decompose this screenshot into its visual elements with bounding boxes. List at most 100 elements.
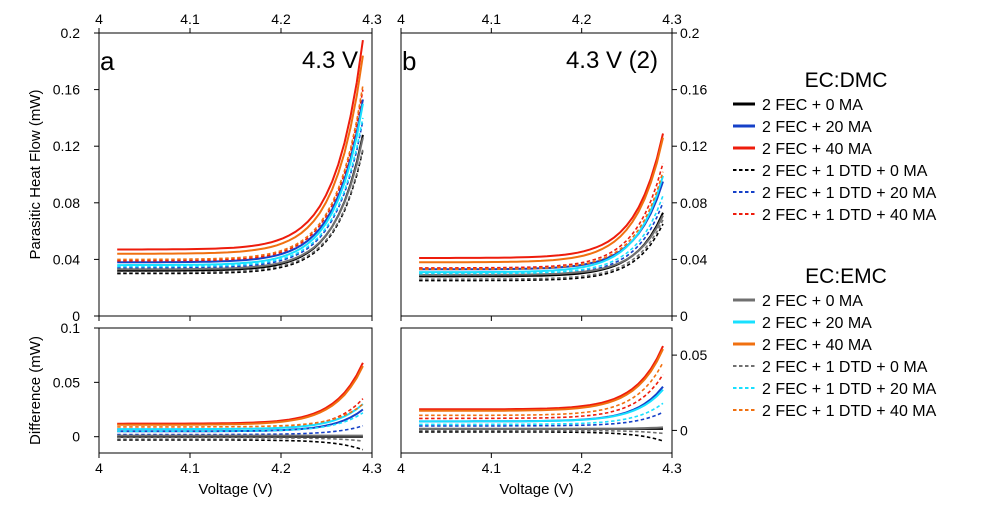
panel-title: 4.3 V (2) <box>566 47 658 74</box>
panel-a-bottom: 4 4.1 4.2 4.3 0 0.05 0.1 Difference (mW) <box>27 320 382 476</box>
series-group <box>117 362 364 451</box>
x-tick-label: 4.3 <box>362 460 382 476</box>
x-tick-label-top: 4.2 <box>271 11 291 27</box>
plot-frame <box>98 327 373 454</box>
y-axis-label-difference: Difference (mW) <box>27 336 44 445</box>
x-tick-label: 4.3 <box>662 460 682 476</box>
y-tick-label: 0.04 <box>53 251 80 267</box>
y-tick-label: 0.08 <box>53 195 80 211</box>
legend-title: EC:DMC <box>805 69 888 92</box>
x-tick-label: 4 <box>95 460 103 476</box>
x-axis-label: Voltage (V) <box>198 481 272 498</box>
series-line-9 <box>419 137 664 264</box>
legend-title: EC:EMC <box>805 265 887 288</box>
series-line-11 <box>117 412 364 433</box>
x-tick-label: 4.1 <box>180 460 200 476</box>
series-line-3 <box>117 362 364 425</box>
legend: EC:DMC 2 FEC + 0 MA 2 FEC + 20 MA 2 FEC + 4… <box>733 69 937 420</box>
legend-label: 2 FEC + 20 MA <box>762 315 872 332</box>
series-line-8 <box>419 175 664 274</box>
y-tick-label: 0.12 <box>53 138 80 154</box>
x-tick-label: 4.1 <box>482 460 502 476</box>
series-line-10 <box>419 219 664 280</box>
x-tick-label: 4.2 <box>572 460 592 476</box>
panel-a-top: 4 4.1 4.2 4.3 0 0.04 0.08 0.12 0.16 0.2 Parasitic … <box>27 11 382 324</box>
panel-b-top: 4 4.1 4.2 4.3 0 0.04 0.08 0.12 0.16 0.2 <box>397 11 707 324</box>
series-line-4 <box>117 150 364 275</box>
legend-label: 2 FEC + 1 DTD + 40 MA <box>762 403 937 420</box>
series-line-3 <box>117 39 364 251</box>
series-line-5 <box>117 120 364 269</box>
series-line-2 <box>117 99 364 264</box>
series-group <box>117 39 364 275</box>
plot-frame <box>98 32 373 317</box>
series-line-9 <box>117 365 364 426</box>
x-tick-label-top: 4.2 <box>572 11 592 27</box>
y-tick-label: 0.08 <box>680 195 707 211</box>
x-tick-label-top: 4.3 <box>662 11 682 27</box>
y-tick-label: 0.05 <box>53 374 80 390</box>
plot-frame <box>400 327 673 454</box>
series-line-12 <box>419 362 664 417</box>
x-tick-label-top: 4 <box>397 11 405 27</box>
series-line-11 <box>117 117 364 268</box>
legend-group-2: EC:EMC 2 FEC + 0 MA 2 FEC + 20 MA 2 FEC + 4… <box>733 265 937 420</box>
series-line-8 <box>117 403 364 431</box>
series-line-5 <box>419 202 664 276</box>
series-line-12 <box>117 85 364 261</box>
y-tick-label: 0.2 <box>61 25 81 41</box>
y-tick-label: 0 <box>680 308 688 324</box>
series-line-4 <box>419 223 664 282</box>
y-axis-label: Parasitic Heat Flow (mW) <box>27 89 44 259</box>
legend-label: 2 FEC + 1 DTD + 0 MA <box>762 163 928 180</box>
series-line-8 <box>117 103 364 267</box>
panel-title: 4.3 V <box>302 47 358 74</box>
legend-label: 2 FEC + 20 MA <box>762 119 872 136</box>
y-tick-label: 0.2 <box>680 25 700 41</box>
x-axis-label: Voltage (V) <box>499 481 573 498</box>
series-line-5 <box>117 425 364 436</box>
series-line-7 <box>419 426 664 430</box>
x-tick-label: 4.2 <box>271 460 291 476</box>
series-line-9 <box>419 348 664 412</box>
y-tick-label: 0.1 <box>61 320 81 336</box>
legend-label: 2 FEC + 40 MA <box>762 337 872 354</box>
y-tick-label: 0 <box>680 422 688 438</box>
series-line-3 <box>419 133 664 259</box>
series-line-6 <box>419 162 664 269</box>
x-tick-label-top: 4 <box>95 11 103 27</box>
panel-label: b <box>402 46 416 76</box>
legend-label: 2 FEC + 1 DTD + 20 MA <box>762 381 937 398</box>
series-line-10 <box>419 429 664 435</box>
legend-label: 2 FEC + 1 DTD + 40 MA <box>762 207 937 224</box>
series-group <box>419 133 664 282</box>
legend-group-1: EC:DMC 2 FEC + 0 MA 2 FEC + 20 MA 2 FEC + 4… <box>733 69 937 224</box>
y-tick-label: 0 <box>72 429 80 445</box>
series-line-5 <box>419 411 664 427</box>
legend-label: 2 FEC + 1 DTD + 20 MA <box>762 185 937 202</box>
series-line-12 <box>419 171 664 271</box>
series-line-10 <box>117 437 363 442</box>
y-tick-label: 0 <box>72 308 80 324</box>
x-tick-label-top: 4.1 <box>180 11 200 27</box>
y-tick-label: 0.16 <box>53 82 80 98</box>
series-line-9 <box>117 55 364 255</box>
series-line-10 <box>117 148 364 273</box>
legend-label: 2 FEC + 1 DTD + 0 MA <box>762 359 928 376</box>
series-group <box>419 345 664 442</box>
legend-label: 2 FEC + 0 MA <box>762 293 863 310</box>
panel-b-bottom: 4 4.1 4.2 4.3 0 0.05 <box>397 327 707 476</box>
x-tick-label-top: 4.3 <box>362 11 382 27</box>
panel-label: a <box>100 46 115 76</box>
series-line-6 <box>117 89 364 262</box>
x-tick-label-top: 4.1 <box>482 11 502 27</box>
series-line-11 <box>419 195 664 275</box>
y-tick-label: 0.12 <box>680 138 707 154</box>
legend-label: 2 FEC + 0 MA <box>762 97 863 114</box>
series-line-8 <box>419 389 664 423</box>
series-line-3 <box>419 345 664 411</box>
y-tick-label: 0.04 <box>680 251 707 267</box>
plot-frame <box>400 32 673 317</box>
series-line-6 <box>419 374 664 420</box>
